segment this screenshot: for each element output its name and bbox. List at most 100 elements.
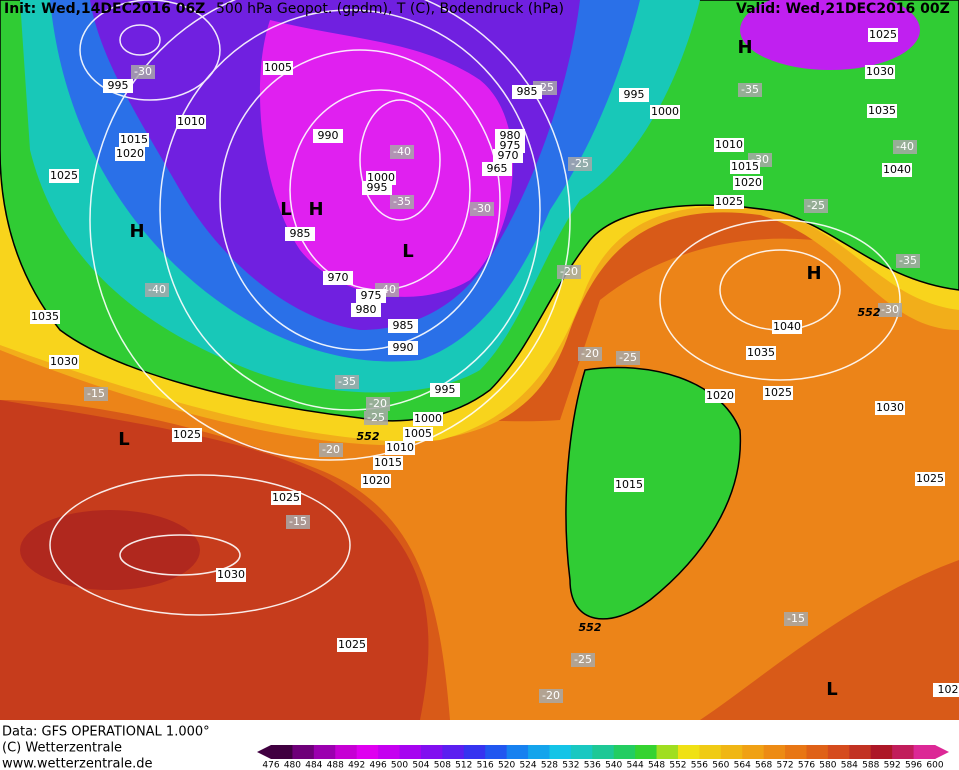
- isobar-label-box: [271, 491, 301, 505]
- temperature-label-box: [539, 689, 563, 703]
- isobar-label-box: [172, 428, 202, 442]
- isobar-label: 1020: [734, 176, 762, 189]
- colorbar-swatch: [592, 745, 615, 759]
- colorbar-swatch: [442, 745, 465, 759]
- isobar-label-box: [875, 401, 905, 415]
- isobar-label: 1010: [177, 115, 205, 128]
- isobar-label: 1025: [916, 472, 944, 485]
- colorbar-label: 548: [648, 761, 665, 770]
- isobar-label-box: [650, 105, 680, 119]
- isobar-label: 1000: [414, 412, 442, 425]
- isobar-label: 1025: [338, 638, 366, 651]
- isobar-label-box: [746, 346, 776, 360]
- temperature-label-box: [784, 612, 808, 626]
- isobar-label: 1030: [866, 65, 894, 78]
- isobar-label: 1010: [715, 138, 743, 151]
- colorbar-swatch: [378, 745, 401, 759]
- temperature-label-box: [738, 83, 762, 97]
- temperature-label: -35: [338, 375, 356, 388]
- temperature-label: -20: [581, 347, 599, 360]
- temperature-label-box: [896, 254, 920, 268]
- isobar-label-box: [772, 320, 802, 334]
- isobar-label-box: [49, 169, 79, 183]
- colorbar-label: 496: [370, 761, 387, 770]
- colorbar-swatch: [763, 745, 786, 759]
- header-init: Init: Wed,14DEC2016 06Z: [4, 1, 205, 17]
- isobar-label: 1005: [404, 427, 432, 440]
- isobar-label-box: [705, 389, 735, 403]
- temperature-label: -25: [619, 351, 637, 364]
- isobar-label-box: [614, 478, 644, 492]
- isobar-label: 1025: [715, 195, 743, 208]
- colorbar-swatch: [528, 745, 550, 759]
- isobar-label: 990: [393, 341, 414, 354]
- colorbar-label: 564: [734, 761, 751, 770]
- colorbar-label: 508: [434, 761, 451, 770]
- isobar-label-box: [119, 133, 149, 147]
- temperature-label-box: [366, 397, 390, 411]
- isobar-label-box: [512, 85, 542, 99]
- colorbar-label: 592: [884, 761, 901, 770]
- colorbar-swatch: [849, 745, 872, 759]
- temperature-label-box: [335, 375, 359, 389]
- isobar-label-box: [216, 568, 246, 582]
- isobar-label: 1035: [747, 346, 775, 359]
- colorbar-swatch: [420, 745, 443, 759]
- colorbar-label: 580: [819, 761, 836, 770]
- geopotential-label: 552: [357, 430, 380, 443]
- field-red: [0, 400, 429, 720]
- colorbar-swatch: [613, 745, 636, 759]
- isobar-label-box: [865, 65, 895, 79]
- isobar-label: 1025: [272, 491, 300, 504]
- isobar-label-box: [351, 303, 381, 317]
- temperature-label: -40: [393, 145, 411, 158]
- colorbar-label: 492: [348, 761, 365, 770]
- isobar-label: 1025: [869, 28, 897, 41]
- isobar-label: 1030: [876, 401, 904, 414]
- colorbar-label: 484: [305, 761, 322, 770]
- pressure-center: H: [308, 199, 323, 220]
- isobar-label: 1005: [264, 61, 292, 74]
- isobar-label: 995: [108, 79, 129, 92]
- isobar-label-box: [867, 104, 897, 118]
- colorbar-swatch: [785, 745, 807, 759]
- temperature-label-box: [893, 140, 917, 154]
- geopotential-label: 552: [579, 621, 602, 634]
- header-valid: Valid: Wed,21DEC2016 00Z: [736, 1, 950, 17]
- temperature-label: -20: [560, 265, 578, 278]
- colorbar-label: 488: [327, 761, 344, 770]
- isobar-label: 1025: [173, 428, 201, 441]
- colorbar-label: 552: [669, 761, 686, 770]
- temperature-label: -30: [134, 65, 152, 78]
- temperature-label-box: [878, 303, 902, 317]
- temperature-label: -35: [393, 195, 411, 208]
- temperature-label-box: [286, 515, 310, 529]
- field-dark-red: [20, 510, 200, 590]
- isobar-label: 1015: [731, 160, 759, 173]
- temperature-label: -15: [787, 612, 805, 625]
- colorbar-label: 540: [605, 761, 622, 770]
- temperature-label: -25: [367, 411, 385, 424]
- colorbar-label: 536: [584, 761, 601, 770]
- isobar-label-box: [882, 163, 912, 177]
- pressure-center: L: [826, 679, 837, 700]
- pressure-center: H: [737, 37, 752, 58]
- colorbar-label: 572: [776, 761, 793, 770]
- temperature-label: -20: [322, 443, 340, 456]
- temperature-label: -40: [148, 283, 166, 296]
- isobar-label-box: [313, 129, 343, 143]
- isobar-label-box: [733, 176, 763, 190]
- isobar-label-box: [714, 138, 744, 152]
- colorbar-swatch: [313, 745, 336, 759]
- colorbar-swatch: [677, 745, 700, 759]
- temperature-label: -30: [881, 303, 899, 316]
- isobar-label: 975: [361, 289, 382, 302]
- colorbar-label: 584: [841, 761, 858, 770]
- colorbar-swatch: [356, 745, 379, 759]
- footer-data: Data: GFS OPERATIONAL 1.000°: [2, 725, 210, 740]
- isobar-label-box: [430, 383, 460, 397]
- colorbar-label: 500: [391, 761, 408, 770]
- colorbar-swatch: [570, 745, 593, 759]
- isobar-label: 1035: [868, 104, 896, 117]
